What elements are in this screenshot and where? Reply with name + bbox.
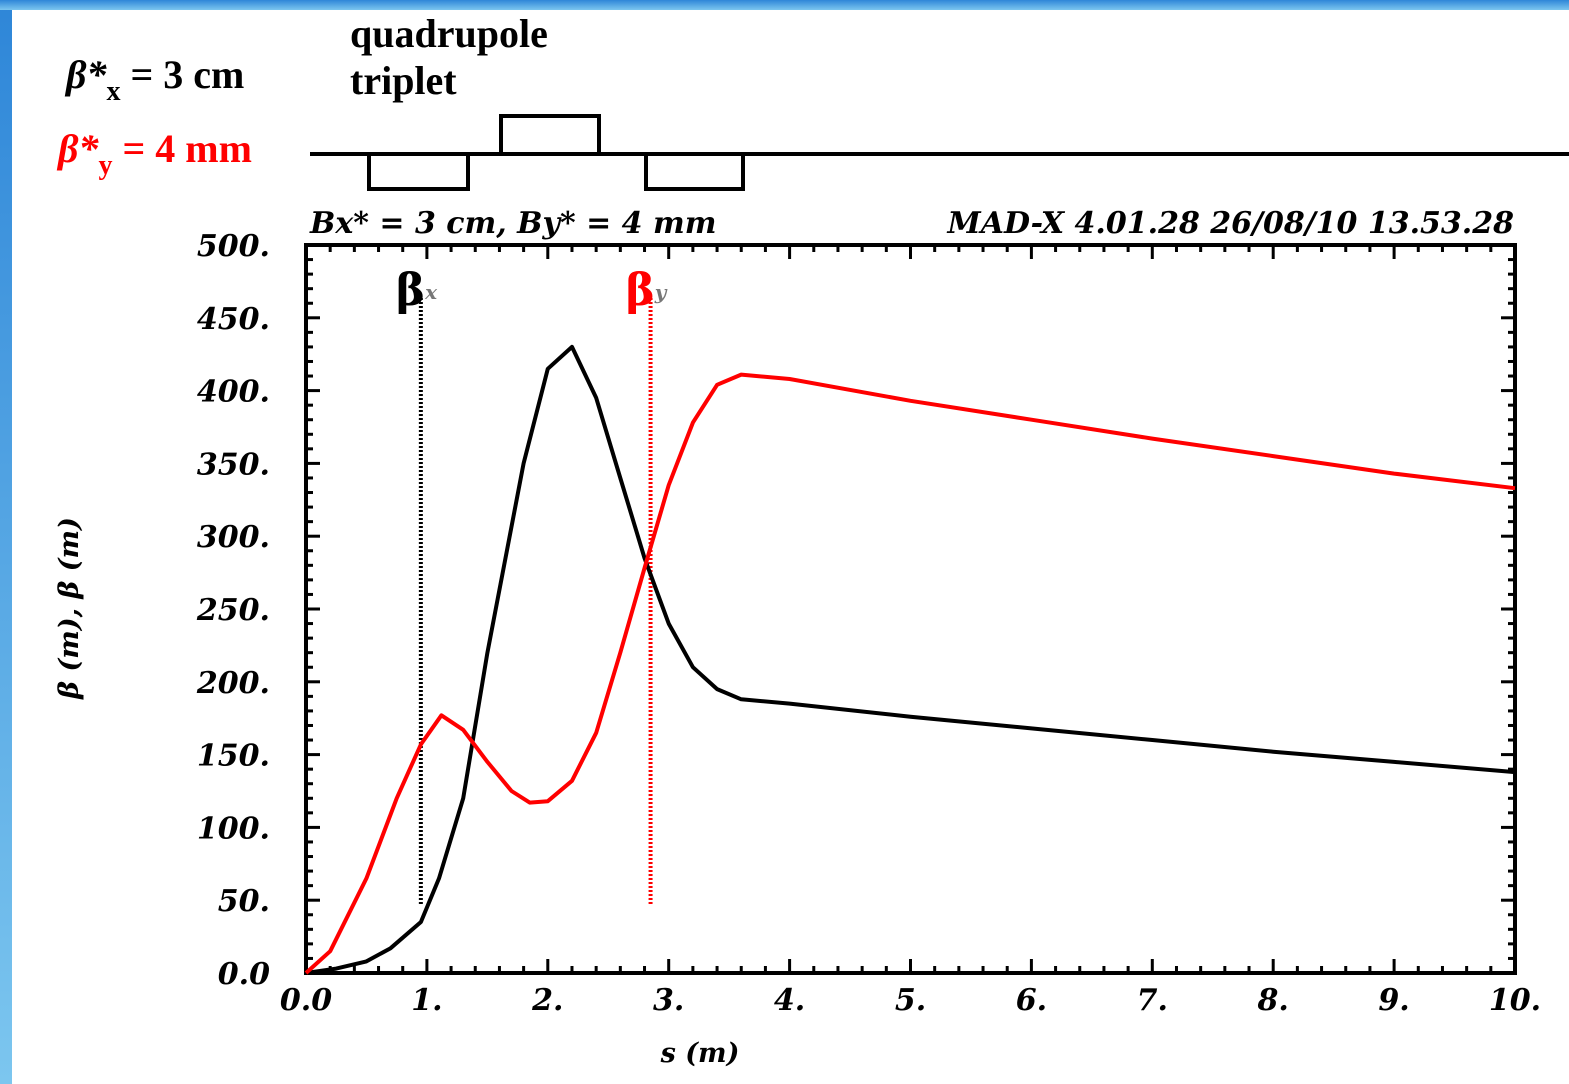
- betax-star-label: β*x = 3 cm: [64, 52, 244, 107]
- x-tick-label: 6.: [1016, 983, 1047, 1018]
- y-tick-label: 250.: [196, 593, 270, 628]
- slide-top-edge: [0, 0, 1569, 10]
- magnet-lattice: [310, 114, 1569, 191]
- y-tick-label: 450.: [197, 302, 270, 337]
- slide-left-edge: [0, 0, 12, 1084]
- magnet-label-line1: quadrupole: [350, 11, 548, 56]
- x-tick-label: 2.: [531, 983, 563, 1018]
- x-tick-label: 7.: [1137, 983, 1168, 1018]
- series-curves: [304, 344, 1516, 975]
- x-tick-label: 1.: [411, 983, 442, 1018]
- y-tick-label: 500.: [197, 229, 270, 264]
- x-tick-label: 9.: [1378, 983, 1409, 1018]
- betay-star-label: β*y = 4 mm: [56, 126, 252, 181]
- series-labels: βx βy: [396, 265, 668, 316]
- series-label-x: βx: [396, 265, 438, 316]
- quadrupole-q3: [644, 152, 745, 191]
- series-line-y: [304, 372, 1516, 975]
- series-line-x: [305, 344, 1516, 975]
- y-tick-label: 300.: [197, 520, 270, 555]
- curve-label-markers: [418, 298, 653, 905]
- y-tick-label: 50.: [218, 884, 270, 919]
- y-tick-label: 0.0: [218, 957, 270, 992]
- quadrupole-q1: [367, 152, 470, 191]
- y-tick-label: 200.: [196, 666, 270, 701]
- y-axis-title: β (m), β (m): [54, 517, 85, 700]
- y-tick-label: 400.: [197, 375, 270, 410]
- y-tick-label: 350.: [197, 447, 270, 482]
- x-tick-label: 4.: [774, 983, 805, 1018]
- x-tick-label: 8.: [1257, 983, 1289, 1018]
- axis-ticks: [304, 243, 1517, 975]
- chart-caption-right: MAD-X 4.01.28 26/08/10 13.53.28: [947, 206, 1515, 241]
- chart-caption-left: Bx* = 3 cm, By* = 4 mm: [309, 206, 716, 241]
- plot-frame: [304, 243, 1517, 975]
- x-axis-title: s (m): [660, 1038, 740, 1069]
- magnet-label-line2: triplet: [350, 58, 457, 103]
- x-tick-label: 0.0: [280, 983, 332, 1018]
- quadrupole-q2: [499, 114, 601, 156]
- x-tick-label: 10.: [1489, 983, 1541, 1018]
- x-tick-label: 5.: [895, 983, 926, 1018]
- y-tick-label: 100.: [197, 811, 270, 846]
- axis-tick-labels: 0.0 1. 2. 3. 4. 5. 6. 7. 8. 9. 10. 0.0 50. 100. 150. 20…: [196, 229, 1541, 1018]
- y-tick-label: 150.: [197, 739, 270, 774]
- x-tick-label: 3.: [653, 983, 684, 1018]
- series-label-y: βy: [626, 265, 668, 316]
